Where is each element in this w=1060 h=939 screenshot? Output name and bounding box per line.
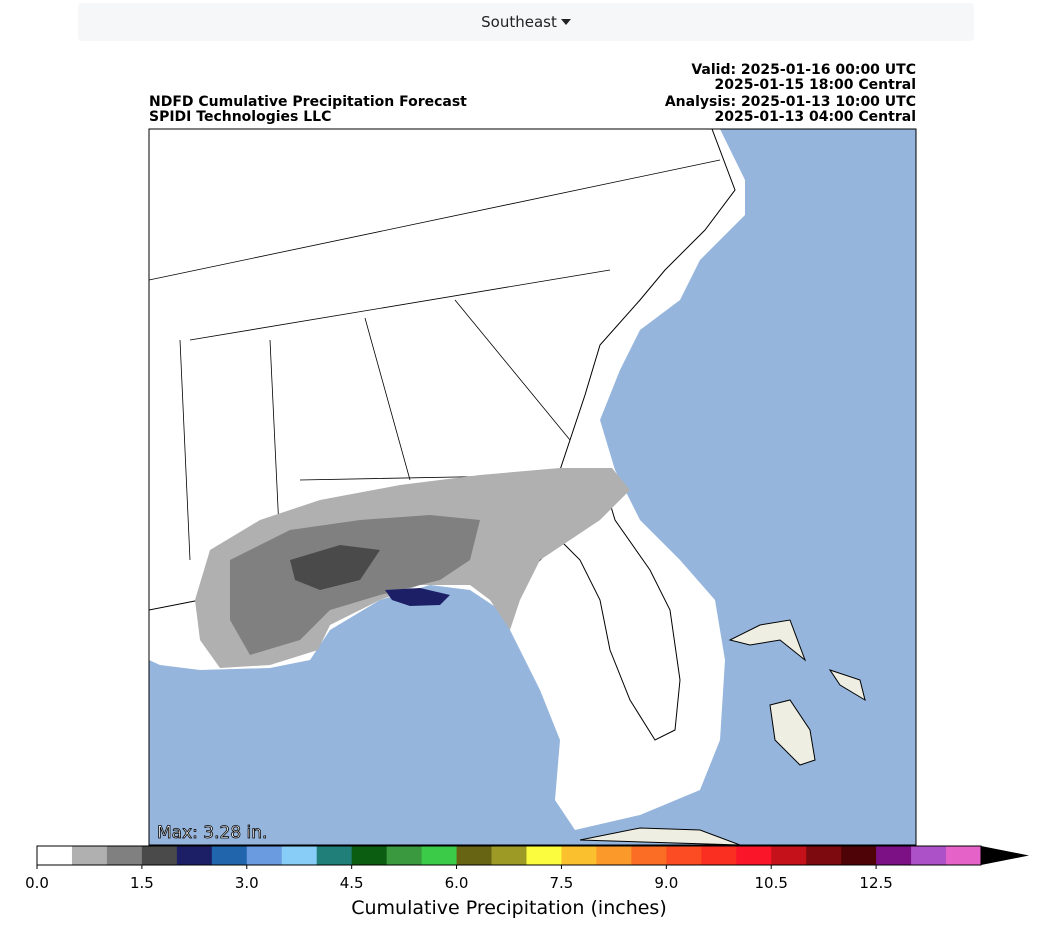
colorbar-swatch bbox=[456, 846, 493, 865]
map-title: NDFD Cumulative Precipitation Forecast bbox=[149, 94, 467, 110]
colorbar-tick-label: 0.0 bbox=[25, 874, 49, 892]
colorbar-swatch bbox=[946, 846, 982, 865]
colorbar-swatch bbox=[37, 846, 73, 865]
colorbar-label: Cumulative Precipitation (inches) bbox=[351, 897, 667, 919]
colorbar-swatch bbox=[631, 846, 667, 865]
colorbar-swatch bbox=[561, 846, 597, 865]
islands bbox=[579, 619, 866, 845]
colorbar-frame bbox=[36, 845, 982, 866]
valid-time-central: 2025-01-15 18:00 Central bbox=[715, 77, 916, 93]
state-borders bbox=[149, 159, 721, 561]
colorbar-tick-label: 7.5 bbox=[550, 874, 574, 892]
colorbar-swatch bbox=[176, 846, 213, 865]
precip-heavy bbox=[290, 545, 380, 590]
colorbar-swatch bbox=[736, 846, 772, 865]
colorbar-swatch bbox=[246, 846, 283, 865]
colorbar-tick-label: 1.5 bbox=[130, 874, 154, 892]
precip-medium bbox=[230, 515, 480, 655]
colorbar-tick-label: 12.5 bbox=[859, 874, 892, 892]
map-subtitle: SPIDI Technologies LLC bbox=[149, 109, 331, 125]
colorbar-swatch bbox=[841, 846, 877, 865]
caret[interactable] bbox=[560, 19, 571, 25]
colorbar-swatch bbox=[666, 846, 702, 865]
colorbar-swatch bbox=[491, 846, 527, 865]
colorbar-swatch bbox=[421, 846, 458, 865]
colorbar-swatch bbox=[771, 846, 807, 865]
colorbar-swatch bbox=[316, 846, 353, 865]
colorbar-swatch bbox=[596, 846, 632, 865]
colorbar-swatch bbox=[526, 846, 562, 865]
analysis-time-central: 2025-01-13 04:00 Central bbox=[715, 109, 916, 125]
colorbar-swatch bbox=[386, 846, 423, 865]
region-dropdown[interactable]: Southeast bbox=[78, 3, 974, 41]
colorbar-tick-label: 10.5 bbox=[755, 874, 788, 892]
colorbar-swatch bbox=[806, 846, 842, 865]
valid-time: Valid: 2025-01-16 00:00 UTC bbox=[691, 62, 916, 78]
colorbar-extend bbox=[981, 846, 1029, 865]
max-label: Max: 3.28 in. bbox=[157, 823, 267, 843]
region-label[interactable]: Southeast bbox=[481, 13, 557, 31]
colorbar-swatch bbox=[911, 846, 947, 865]
colorbar-swatch bbox=[141, 846, 178, 865]
analysis-time: Analysis: 2025-01-13 10:00 UTC bbox=[665, 94, 916, 110]
precip-max bbox=[385, 588, 450, 606]
colorbar-swatch bbox=[211, 846, 248, 865]
colorbar-tick-label: 3.0 bbox=[235, 874, 259, 892]
colorbar-tick-label: 6.0 bbox=[445, 874, 469, 892]
map-frame bbox=[148, 128, 917, 846]
colorbar-tick-label: 4.5 bbox=[340, 874, 364, 892]
colorbar: 0.0 1.5 3.0 4.5 6.0 7.5 9.0 10.5 12.5 bbox=[25, 845, 1029, 892]
colorbar-swatch bbox=[71, 846, 108, 865]
colorbar-swatch bbox=[701, 846, 737, 865]
colorbar-swatch bbox=[351, 846, 388, 865]
map: Max: 3.28 in. bbox=[149, 129, 916, 845]
colorbar-swatch bbox=[281, 846, 318, 865]
colorbar-swatch bbox=[106, 846, 143, 865]
colorbar-tick-label: 9.0 bbox=[654, 874, 678, 892]
colorbar-swatch bbox=[876, 846, 912, 865]
